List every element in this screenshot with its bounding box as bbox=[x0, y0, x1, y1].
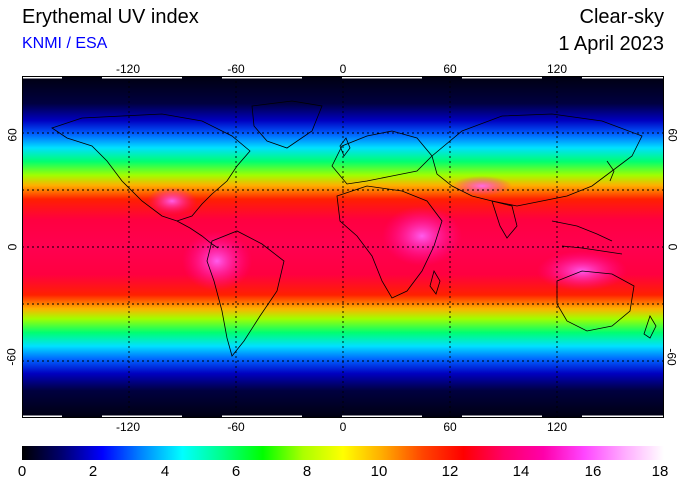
map-title: Erythemal UV index bbox=[22, 6, 199, 28]
map-frame bbox=[22, 76, 664, 418]
colorbar-tick-label: 6 bbox=[231, 463, 241, 480]
date-label: 1 April 2023 bbox=[558, 33, 664, 55]
sky-mode-label: Clear-sky bbox=[579, 6, 664, 28]
lon-label-top: -60 bbox=[227, 62, 245, 76]
uv-hotspot bbox=[182, 231, 252, 291]
lat-label-right: 60 bbox=[665, 128, 680, 142]
colorbar-tick-label: 12 bbox=[441, 463, 459, 480]
colorbar-tick-label: 14 bbox=[512, 463, 530, 480]
lon-label-bottom: -60 bbox=[227, 420, 245, 434]
lon-label-bottom: 0 bbox=[339, 420, 347, 434]
colorbar-tick-label: 4 bbox=[160, 463, 170, 480]
colorbar-tick-label: 2 bbox=[88, 463, 98, 480]
lon-label-top: 0 bbox=[339, 62, 347, 76]
uv-map-svg bbox=[22, 76, 664, 418]
lat-label-left: 60 bbox=[5, 128, 20, 142]
graticule bbox=[22, 76, 664, 418]
uv-colorbar bbox=[22, 446, 664, 460]
colorbar-tick-label: 16 bbox=[584, 463, 602, 480]
lat-label-right: -60 bbox=[664, 348, 679, 366]
uv-hotspot bbox=[452, 176, 512, 196]
uv-index-map bbox=[22, 76, 664, 418]
colorbar-tick-label: 0 bbox=[17, 463, 27, 480]
lon-label-top: 120 bbox=[546, 62, 568, 76]
lat-label-left: -60 bbox=[4, 348, 19, 366]
credit-label: KNMI / ESA bbox=[22, 35, 108, 52]
uv-hotspot bbox=[147, 187, 197, 215]
colorbar-tick-label: 8 bbox=[302, 463, 312, 480]
lon-label-bottom: 120 bbox=[546, 420, 568, 434]
colorbar-tick-label: 18 bbox=[651, 463, 669, 480]
lon-label-top: 60 bbox=[443, 62, 457, 76]
lat-label-right: 0 bbox=[665, 243, 680, 251]
lon-label-top: -120 bbox=[115, 62, 141, 76]
colorbar-tick-label: 10 bbox=[370, 463, 388, 480]
lon-label-bottom: -120 bbox=[115, 420, 141, 434]
lat-label-left: 0 bbox=[5, 243, 20, 251]
lon-label-bottom: 60 bbox=[443, 420, 457, 434]
